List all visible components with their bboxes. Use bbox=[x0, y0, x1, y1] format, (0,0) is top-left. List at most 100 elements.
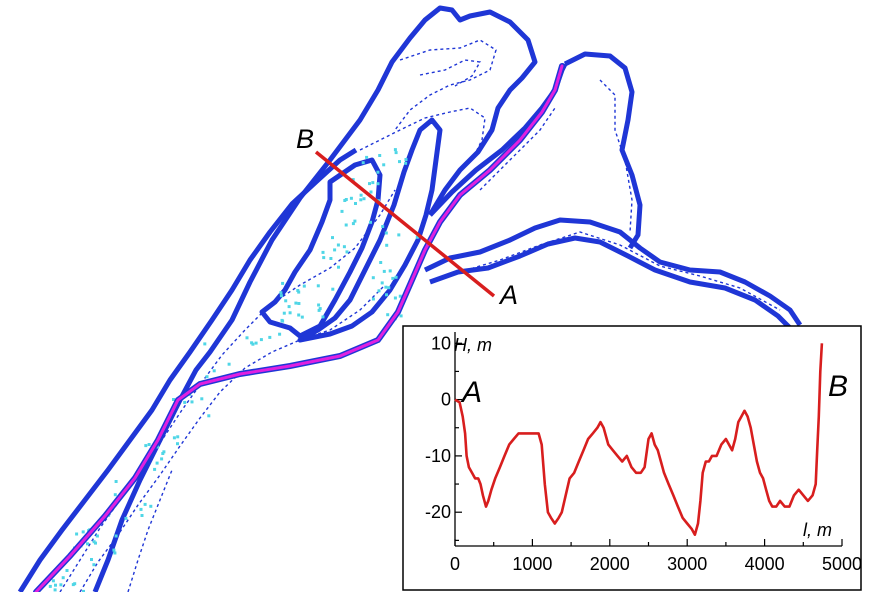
sounding-point bbox=[61, 576, 65, 580]
sounding-point bbox=[384, 231, 388, 235]
x-tick-label: 3000 bbox=[667, 554, 707, 574]
sounding-point bbox=[143, 502, 147, 506]
sounding-point bbox=[382, 269, 386, 273]
sounding-point bbox=[378, 154, 382, 157]
sounding-point bbox=[384, 285, 388, 289]
y-axis: 10 0 -10 -20 bbox=[425, 332, 462, 546]
sounding-point bbox=[404, 158, 408, 161]
section-end-label: B bbox=[296, 124, 314, 154]
sounding-point bbox=[371, 297, 375, 301]
sounding-point bbox=[317, 303, 321, 307]
sounding-point bbox=[415, 235, 419, 239]
sounding-point bbox=[322, 256, 326, 260]
sounding-point bbox=[92, 540, 96, 544]
x-axis-label: l, m bbox=[803, 520, 832, 540]
sounding-point bbox=[92, 563, 96, 567]
sounding-point bbox=[280, 318, 284, 322]
sounding-point bbox=[361, 161, 365, 165]
isobaths bbox=[59, 39, 781, 592]
soundings bbox=[48, 148, 419, 592]
sounding-point bbox=[200, 397, 204, 401]
fairway-line-core bbox=[34, 64, 564, 592]
sounding-point bbox=[385, 293, 388, 297]
sounding-point bbox=[342, 245, 346, 249]
sounding-point bbox=[124, 516, 128, 520]
sounding-point bbox=[353, 219, 357, 223]
sounding-point bbox=[147, 443, 151, 446]
sounding-point bbox=[393, 148, 397, 152]
sounding-point bbox=[254, 341, 258, 345]
x-tick-label: 0 bbox=[450, 554, 460, 574]
sounding-point bbox=[203, 342, 207, 346]
sounding-point bbox=[349, 196, 353, 200]
sounding-point bbox=[51, 579, 55, 583]
sounding-point bbox=[354, 202, 357, 205]
sounding-point bbox=[369, 220, 372, 224]
sounding-point bbox=[114, 534, 118, 538]
sounding-point bbox=[397, 233, 401, 237]
sounding-point bbox=[340, 209, 344, 213]
sounding-point bbox=[183, 400, 187, 404]
sounding-point bbox=[162, 450, 166, 454]
sounding-point bbox=[172, 398, 175, 401]
sounding-point bbox=[344, 223, 348, 227]
sounding-point bbox=[404, 161, 408, 165]
chart-frame bbox=[402, 325, 862, 591]
sounding-point bbox=[382, 163, 386, 167]
sounding-point bbox=[95, 534, 99, 538]
sounding-point bbox=[160, 457, 164, 461]
sounding-point bbox=[113, 493, 117, 497]
sounding-point bbox=[294, 301, 298, 305]
sounding-point bbox=[351, 178, 355, 182]
sounding-point bbox=[75, 532, 79, 536]
sounding-point bbox=[48, 584, 52, 588]
sounding-point bbox=[139, 507, 143, 511]
sounding-point bbox=[112, 548, 116, 552]
sounding-point bbox=[176, 442, 179, 446]
x-tick-label: 2000 bbox=[590, 554, 630, 574]
profile-chart: 0 1000 2000 3000 4000 5000 10 0 -10 -20 H, m l, … bbox=[402, 325, 862, 591]
annotation-b: B bbox=[828, 370, 848, 403]
sounding-point bbox=[398, 160, 401, 164]
series-line bbox=[454, 343, 824, 537]
sounding-point bbox=[362, 197, 366, 201]
sounding-point bbox=[368, 182, 371, 186]
sounding-point bbox=[365, 155, 369, 159]
sounding-point bbox=[144, 444, 148, 448]
sounding-point bbox=[268, 335, 272, 339]
sounding-point bbox=[81, 530, 85, 534]
sounding-point bbox=[155, 445, 159, 449]
sounding-point bbox=[344, 198, 348, 201]
section-start-label: A bbox=[498, 280, 518, 310]
sounding-point bbox=[398, 294, 402, 298]
sounding-point bbox=[207, 414, 211, 418]
sounding-point bbox=[371, 181, 375, 185]
sounding-point bbox=[386, 313, 390, 317]
sounding-point bbox=[380, 281, 384, 285]
sounding-point bbox=[113, 551, 117, 555]
sounding-point bbox=[321, 250, 325, 254]
sounding-point bbox=[227, 362, 231, 366]
sounding-point bbox=[394, 151, 398, 155]
y-tick-label: 10 bbox=[431, 333, 451, 353]
sounding-point bbox=[331, 236, 334, 240]
sounding-point bbox=[296, 289, 300, 292]
y-tick-label: -20 bbox=[425, 502, 451, 522]
sounding-point bbox=[369, 190, 373, 194]
sounding-point bbox=[251, 342, 255, 346]
sounding-point bbox=[297, 302, 301, 305]
sounding-point bbox=[318, 307, 322, 311]
sounding-point bbox=[282, 311, 286, 315]
sounding-point bbox=[279, 294, 283, 298]
sounding-point bbox=[371, 276, 375, 280]
y-tick-label: 0 bbox=[441, 390, 451, 410]
sounding-point bbox=[376, 182, 380, 186]
sounding-point bbox=[287, 305, 291, 309]
series-group bbox=[454, 343, 824, 537]
sounding-point bbox=[172, 436, 176, 440]
sounding-point bbox=[73, 582, 77, 586]
sounding-point bbox=[385, 243, 389, 247]
sounding-point bbox=[337, 265, 340, 269]
sounding-point bbox=[259, 338, 263, 342]
